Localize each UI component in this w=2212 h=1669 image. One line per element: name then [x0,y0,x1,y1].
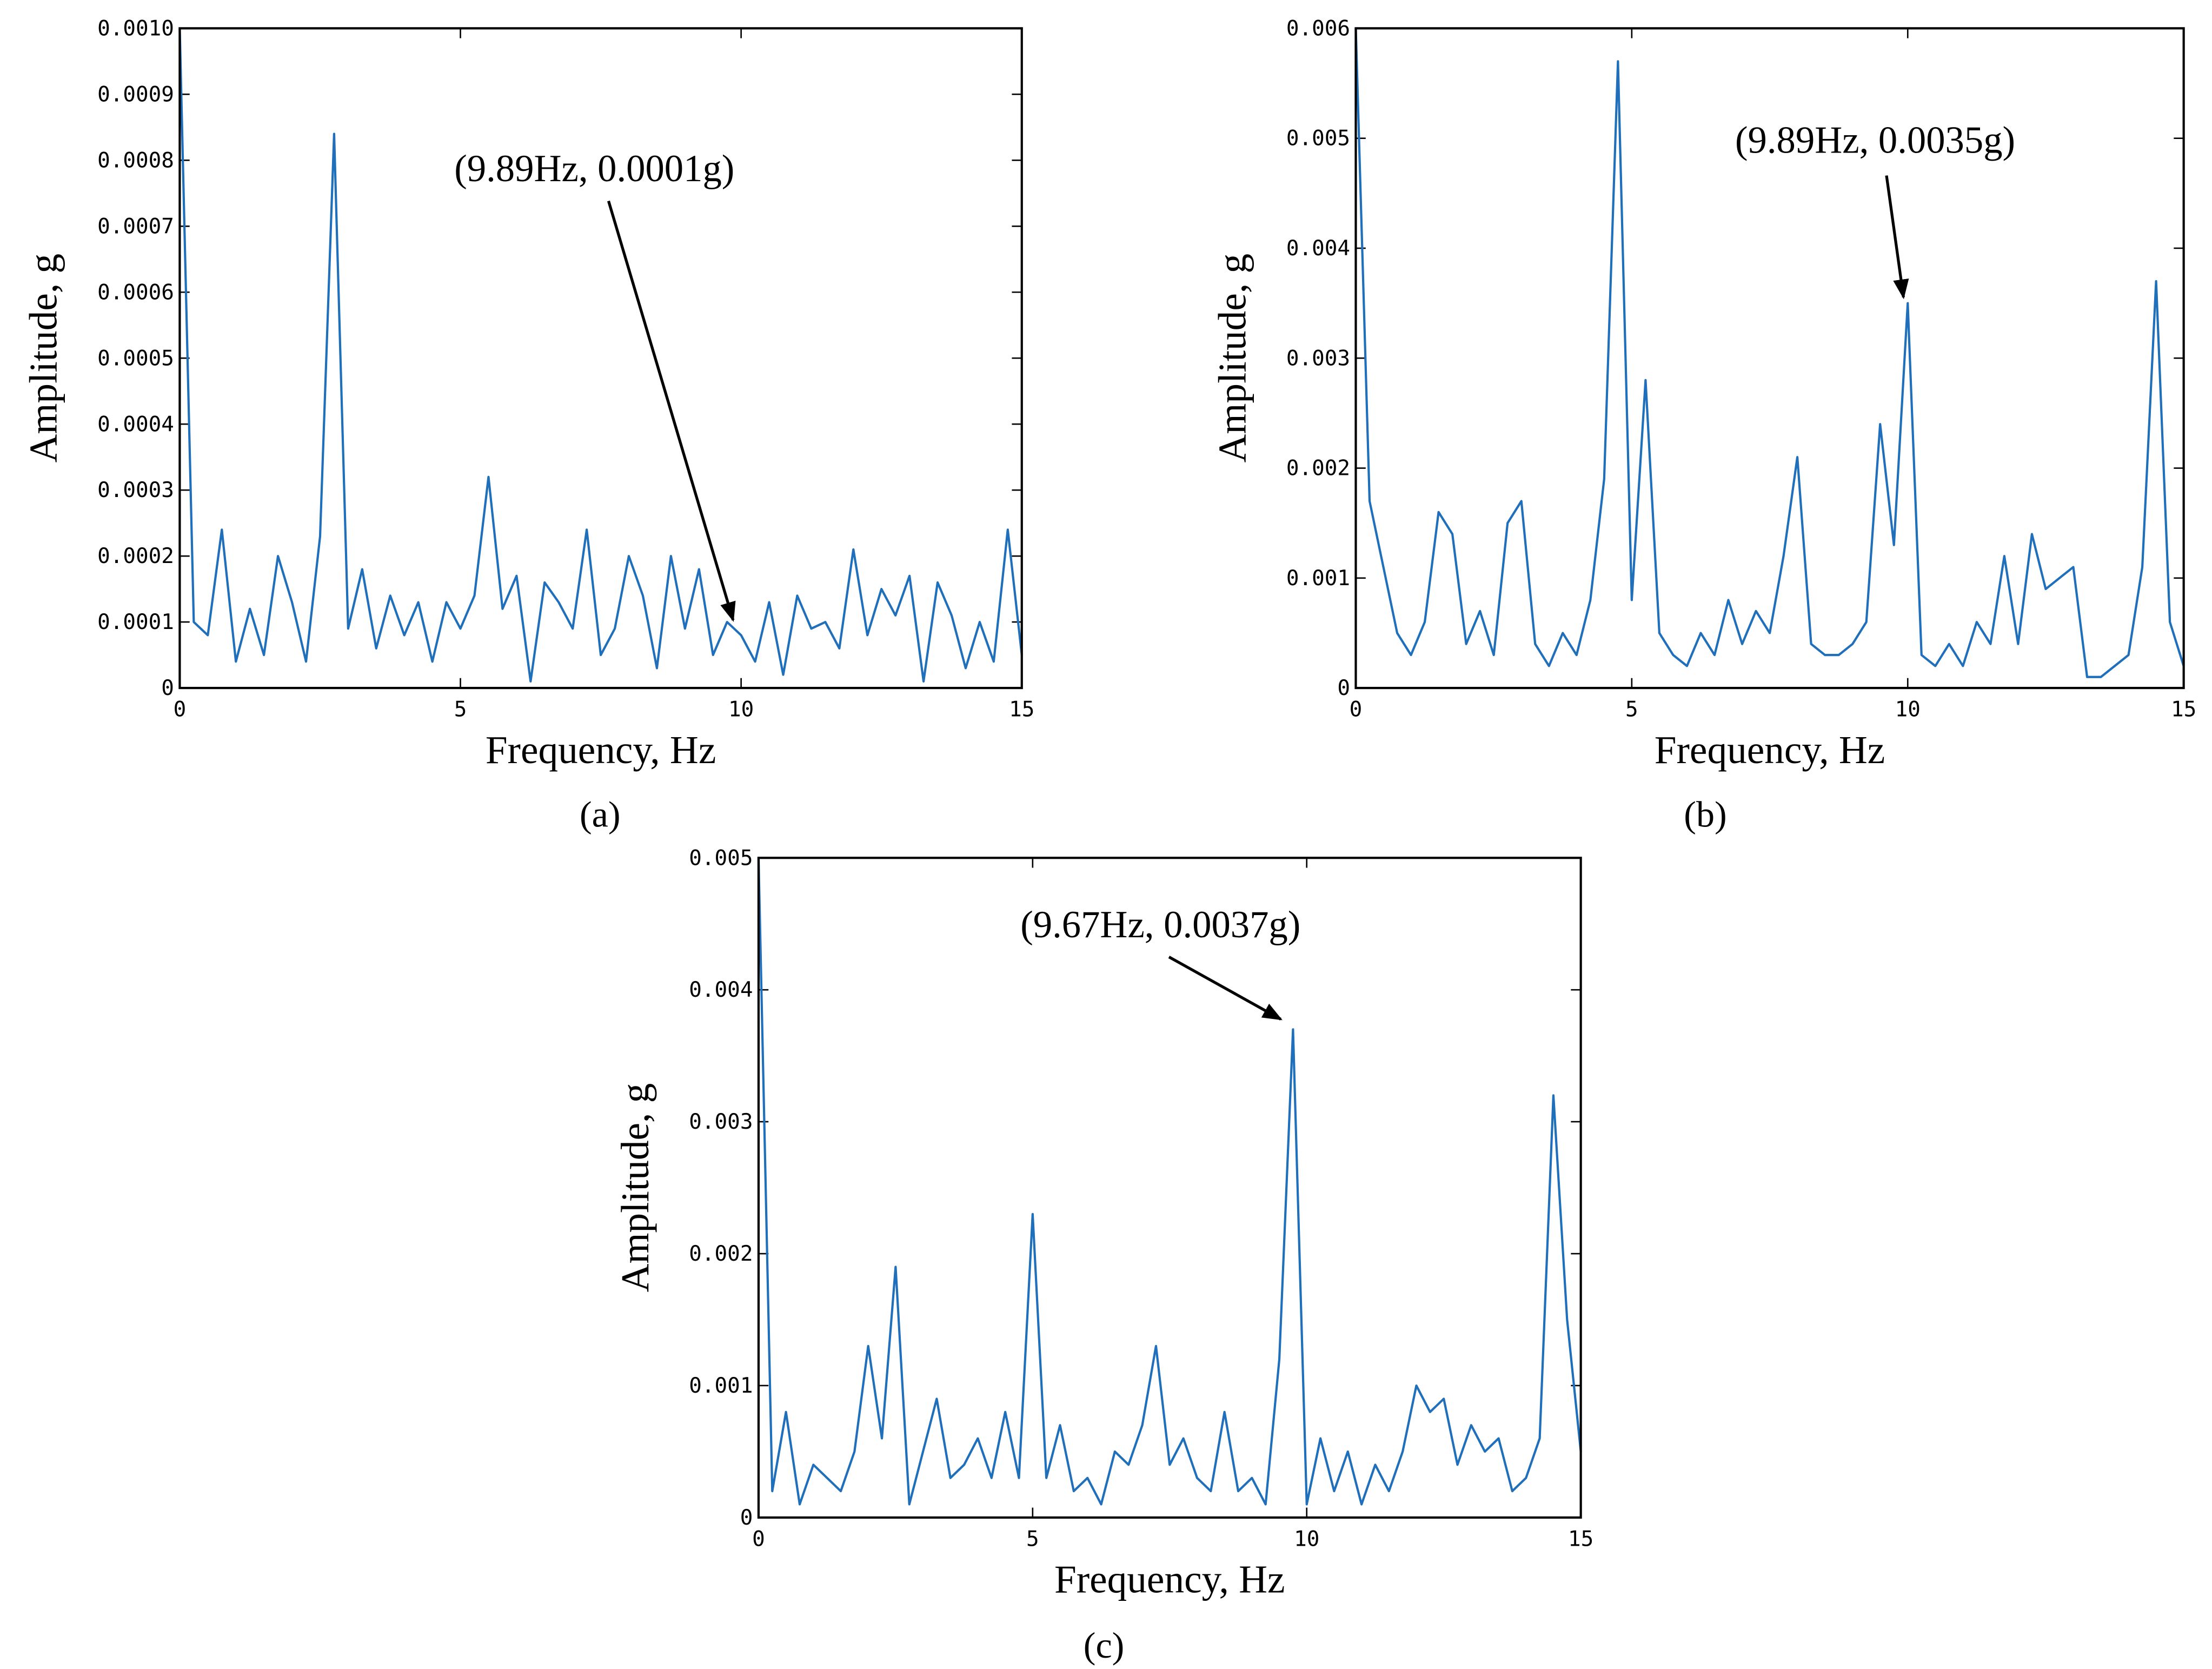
x-tick-label: 5 [1026,1527,1039,1551]
x-tick-label: 5 [454,697,467,721]
y-tick-label: 0.002 [1286,456,1350,481]
x-tick-label: 5 [1625,697,1638,721]
y-tick-label: 0.0002 [97,544,174,568]
y-tick-label: 0.003 [1286,346,1350,370]
y-tick-label: 0.001 [1286,566,1350,591]
y-axis-label: Amplitude, g [613,1083,657,1293]
spectrum-line [757,858,1582,1506]
y-tick-label: 0.006 [1286,16,1350,41]
y-tick-label: 0.005 [689,846,753,870]
annotation: (9.89Hz, 0.0035g) [1735,120,2015,162]
y-tick-label: 0.0007 [97,214,174,239]
y-tick-label: 0.0009 [97,82,174,107]
spectrum-line [1354,28,2185,678]
x-tick-label: 0 [174,697,187,721]
caption: (c) [1084,1625,1125,1666]
x-axis-label: Frequency, Hz [486,728,716,772]
y-tick-label: 0.002 [689,1242,753,1266]
y-tick-label: 0.0010 [97,16,174,41]
plot-frame [1354,27,2185,690]
y-tick-label: 0.0003 [97,478,174,502]
caption: (b) [1684,794,1726,835]
y-tick-label: 0 [740,1506,753,1530]
plot-frame [178,27,1023,690]
y-tick-label: 0.0005 [97,346,174,370]
y-tick-label: 0.005 [1286,127,1350,151]
x-axis-label: Frequency, Hz [1655,728,1885,772]
y-axis-label: Amplitude, g [22,254,65,463]
plot-frame [757,857,1582,1519]
x-tick-label: 10 [728,697,754,721]
annotation-arrow [607,200,736,622]
annotation: (9.89Hz, 0.0001g) [454,148,734,190]
x-tick-label: 10 [1294,1527,1319,1551]
x-tick-label: 0 [1350,697,1363,721]
x-tick-label: 0 [752,1527,765,1551]
y-tick-label: 0.004 [1286,236,1350,261]
annotation-arrow [1885,175,1909,300]
subplot: 0 0.001 0.002 0.003 0.004 0.005 0.006 0 5 10 15 Fre… [1210,16,2196,834]
x-axis-label: Frequency, Hz [1054,1558,1285,1601]
x-tick-label: 10 [1895,697,1921,721]
annotation: (9.67Hz, 0.0037g) [1020,904,1300,946]
y-axis-label: Amplitude, g [1210,254,1254,463]
y-tick-label: 0.0001 [97,610,174,634]
y-tick-label: 0 [161,676,174,700]
y-tick-label: 0.0006 [97,280,174,304]
y-tick-label: 0.004 [689,978,753,1002]
y-tick-label: 0.001 [689,1374,753,1398]
x-tick-label: 15 [1568,1527,1593,1551]
subplot: 0 0.0001 0.0002 0.0003 0.0004 0.0005 0.0006 0.0… [22,16,1035,834]
subplot: 0 0.001 0.002 0.003 0.004 0.005 0 5 10 15 Frequenc… [613,846,1593,1666]
spectrum-line [178,28,1023,683]
caption: (a) [580,794,621,835]
x-tick-label: 15 [2171,697,2196,721]
y-tick-label: 0 [1337,676,1350,700]
y-tick-label: 0.0008 [97,148,174,173]
y-tick-label: 0.0004 [97,412,174,436]
annotation-arrow [1168,956,1283,1021]
y-tick-label: 0.003 [689,1110,753,1134]
x-tick-label: 15 [1009,697,1034,721]
